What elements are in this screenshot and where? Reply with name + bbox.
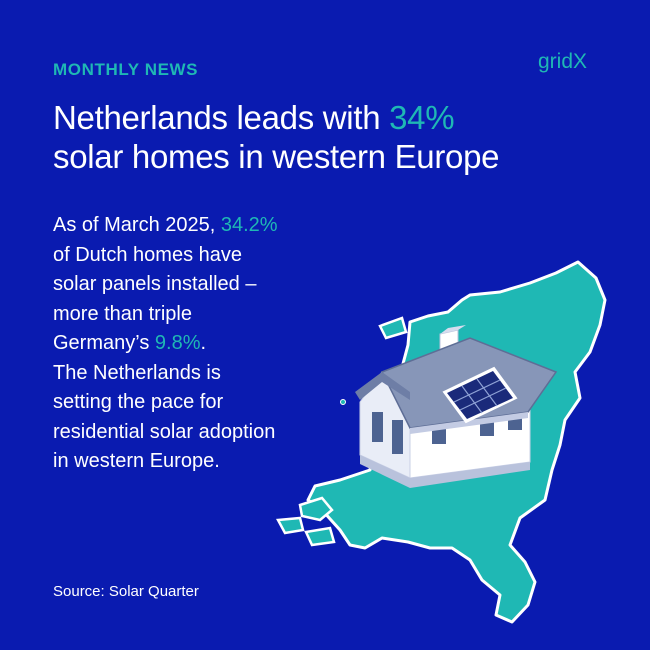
stat-highlight-nl: 34.2% xyxy=(220,214,278,236)
stat-highlight-de: 9.8% xyxy=(154,332,201,354)
body-text: As of March 2025, 34.2% of Dutch homes h… xyxy=(53,211,353,477)
body-line: The Netherlands is xyxy=(53,361,221,384)
body-line: solar panels installed – xyxy=(53,273,257,295)
body-line: residential solar adoption xyxy=(53,420,276,443)
body-line: As of March 2025, 34.2% xyxy=(53,211,353,241)
headline-highlight: 34% xyxy=(389,99,455,136)
kicker-label: MONTHLY NEWS xyxy=(53,60,199,79)
body-text-segment: Germany’s xyxy=(53,332,155,354)
body-line: of Dutch homes have xyxy=(53,243,242,266)
body-line: Germany’s 9.8%. xyxy=(53,329,353,359)
body-line: setting the pace for xyxy=(53,391,224,413)
source-credit: Source: Solar Quarter xyxy=(53,583,199,600)
headline-text: Netherlands leads with xyxy=(53,99,390,136)
body-text-segment: As of March 2025, xyxy=(53,214,221,236)
headline-line-1: Netherlands leads with 34% xyxy=(53,98,613,137)
solar-house-icon xyxy=(355,325,558,488)
headline-line-2: solar homes in western Europe xyxy=(53,138,500,175)
headline: Netherlands leads with 34% solar homes i… xyxy=(53,98,613,176)
body-text-segment: . xyxy=(200,332,207,354)
body-line: in western Europe. xyxy=(53,450,220,472)
body-line: more than triple xyxy=(53,302,192,325)
gridx-logo: gridX xyxy=(538,50,588,73)
